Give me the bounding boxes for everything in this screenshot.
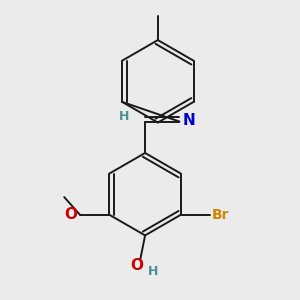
Text: N: N [182, 113, 195, 128]
Text: O: O [130, 258, 143, 273]
Text: O: O [64, 207, 77, 222]
Text: H: H [119, 110, 129, 123]
Text: H: H [148, 265, 158, 278]
Text: Br: Br [212, 208, 230, 222]
